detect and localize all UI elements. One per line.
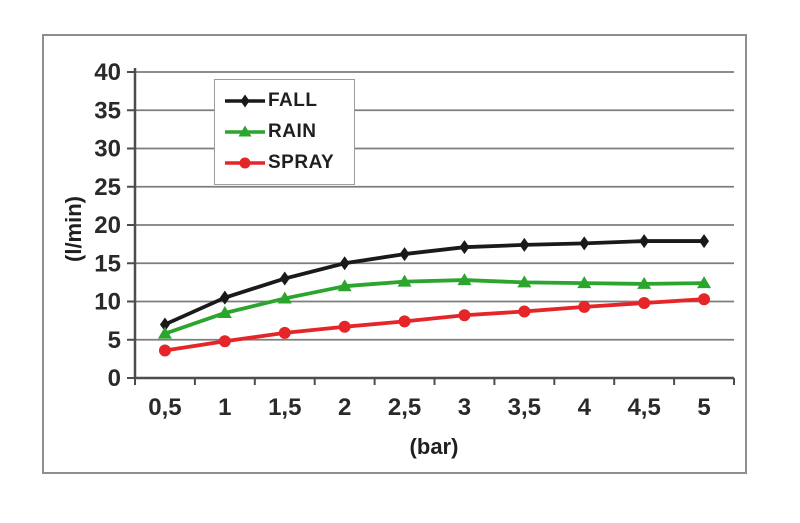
legend-label-spray: SPRAY xyxy=(268,151,335,173)
series-line-spray xyxy=(163,297,706,353)
legend-item-rain: RAIN xyxy=(223,121,354,143)
legend-label-fall: FALL xyxy=(268,90,318,112)
diamond-marker xyxy=(240,94,250,108)
x-tick-label: 0,5 xyxy=(148,394,181,421)
y-tick-label: 30 xyxy=(94,136,121,163)
circle-marker xyxy=(638,297,651,310)
diamond-marker xyxy=(459,240,470,255)
fall-line-diamond-marker-icon xyxy=(225,94,265,108)
series-rain xyxy=(157,273,712,339)
series-line-rain xyxy=(163,278,706,336)
triangle-marker xyxy=(517,275,532,288)
legend-label-rain: RAIN xyxy=(268,120,317,142)
y-tick-label: 10 xyxy=(94,289,121,316)
circle-marker xyxy=(278,326,291,339)
triangle-marker xyxy=(397,274,412,287)
triangle-marker xyxy=(337,279,352,292)
series-fall xyxy=(159,234,710,332)
circle-marker xyxy=(239,157,251,169)
y-tick-label: 35 xyxy=(94,97,121,124)
legend: FALL RAIN SPRAY xyxy=(214,79,355,185)
diamond-marker xyxy=(579,236,590,251)
triangle-marker xyxy=(277,291,292,304)
x-tick-label: 5 xyxy=(697,394,710,421)
spray-line-circle-marker-icon xyxy=(225,157,265,169)
triangle-marker xyxy=(697,276,712,289)
triangle-marker xyxy=(217,305,232,318)
triangle-marker xyxy=(238,125,252,137)
diamond-marker xyxy=(399,247,410,262)
y-tick-label: 40 xyxy=(94,59,121,86)
diamond-marker xyxy=(279,271,290,286)
triangle-marker xyxy=(637,276,652,289)
x-axis-title: (bar) xyxy=(409,434,459,459)
axes: 0 5 10 15 20 25 30 35 40 0,5 1 1,5 2 2,5 3 3,5 4 4,5 5 xyxy=(94,59,735,421)
legend-item-spray: SPRAY xyxy=(223,152,354,174)
circle-marker xyxy=(518,305,531,318)
x-tick-label: 4 xyxy=(578,394,592,421)
circle-marker xyxy=(698,293,711,306)
series-spray xyxy=(158,293,711,357)
circle-marker xyxy=(398,315,411,328)
chart-frame: 0 5 10 15 20 25 30 35 40 0,5 1 1,5 2 2,5 3 3,5 4 4,5 5 (l/… xyxy=(42,34,747,474)
diamond-marker xyxy=(699,234,710,249)
y-tick-label: 5 xyxy=(108,327,121,354)
x-tick-label: 1 xyxy=(218,394,231,421)
x-tick-label: 1,5 xyxy=(268,394,301,421)
diamond-marker xyxy=(639,234,650,249)
diamond-marker xyxy=(159,317,170,332)
y-tick-label: 0 xyxy=(108,365,121,392)
diamond-marker xyxy=(519,237,530,252)
circle-marker xyxy=(218,335,231,348)
circle-marker xyxy=(578,300,591,313)
x-tick-label: 3,5 xyxy=(508,394,541,421)
rain-line-triangle-marker-icon xyxy=(225,125,265,137)
diamond-marker xyxy=(219,290,230,305)
triangle-marker xyxy=(157,326,172,339)
diamond-marker xyxy=(339,256,350,271)
y-axis-title: (l/min) xyxy=(61,196,86,262)
circle-marker xyxy=(458,309,471,322)
x-tick-label: 4,5 xyxy=(627,394,660,421)
y-tick-label: 15 xyxy=(94,250,121,277)
x-tick-label: 2,5 xyxy=(388,394,421,421)
triangle-marker xyxy=(577,276,592,289)
triangle-marker xyxy=(457,273,472,286)
series-line-fall xyxy=(163,239,706,327)
line-chart-plot: 0 5 10 15 20 25 30 35 40 0,5 1 1,5 2 2,5 3 3,5 4 4,5 5 xyxy=(94,59,735,421)
x-tick-label: 3 xyxy=(458,394,471,421)
circle-marker xyxy=(158,344,171,357)
x-tick-label: 2 xyxy=(338,394,351,421)
legend-item-fall: FALL xyxy=(223,90,354,112)
y-tick-label: 25 xyxy=(94,174,121,201)
circle-marker xyxy=(338,320,351,333)
y-tick-label: 20 xyxy=(94,212,121,239)
